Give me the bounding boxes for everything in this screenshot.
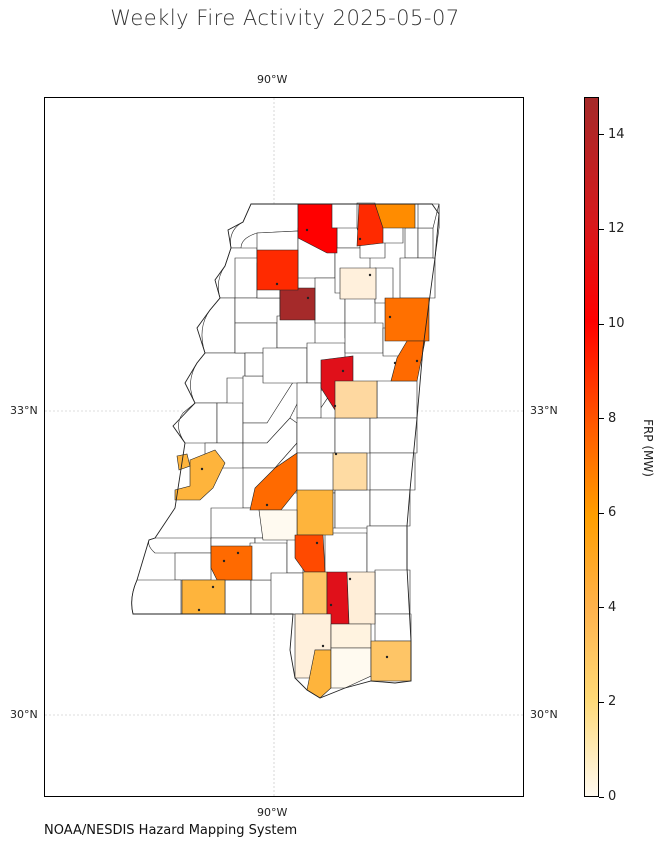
county [234,297,281,324]
county [270,572,304,615]
county [334,417,371,454]
colorbar-tick-label: 4 [608,599,617,615]
county [324,532,368,574]
source-credit: NOAA/NESDIS Hazard Mapping System [44,823,298,838]
fire-county [346,571,376,625]
colorbar-tick-mark [599,701,604,703]
fire-county [339,267,377,300]
colorbar-tick-label: 14 [608,126,625,142]
county [296,417,336,454]
county [131,579,182,615]
fire-county [258,509,298,541]
fire-county [306,649,332,699]
county [369,452,416,491]
fire-county [334,380,378,419]
fire-county [332,452,368,491]
lon-label-bottom: 90°W [257,806,288,819]
colorbar-tick-mark [599,512,604,514]
colorbar-tick-mark [599,134,604,136]
lon-label-top: 90°W [257,73,288,86]
county [336,227,361,249]
county [417,227,436,259]
lat-label-left-30: 30°N [10,708,38,721]
fire-county [370,640,412,682]
county [201,297,236,354]
colorbar-tick-mark [599,796,604,798]
fire-county [174,449,226,501]
county [432,203,440,259]
fire-county [330,623,372,649]
fire-county [296,489,334,536]
fire-county [390,340,426,382]
hotspot-points [197,228,419,659]
county [374,613,412,642]
fire-county [181,579,226,615]
county [366,525,408,574]
fire-county [330,647,372,689]
county [369,489,411,527]
county [404,227,419,259]
colorbar-tick-mark [599,228,604,230]
county [210,507,264,539]
county [234,257,258,299]
colorbar-tick-mark [599,607,604,609]
colorbar-tick-label: 2 [608,694,617,710]
county [374,569,411,615]
map-frame [44,97,524,797]
colorbar-tick-mark [599,418,604,420]
fire-county [210,545,253,581]
county [224,579,252,615]
county [296,452,336,494]
county [399,257,436,299]
lat-label-left-33: 33°N [10,404,38,417]
county [174,552,212,581]
colorbar-title: FRP (MW) [641,419,655,477]
county [262,347,308,384]
county [296,382,322,419]
county [344,322,384,354]
colorbar [584,97,599,797]
fire-county [384,297,430,342]
lat-label-right-33: 33°N [530,404,558,417]
colorbar-tick-label: 0 [608,789,617,804]
colorbar-tick-mark [599,323,604,325]
fire-county [256,249,299,291]
county [369,417,418,454]
county [216,402,244,444]
colorbar-tick-label: 6 [608,505,617,521]
county [178,402,218,444]
colorbar-tick-label: 8 [608,410,617,426]
fire-county [176,453,191,471]
county [148,537,212,554]
county [334,489,371,529]
mississippi-map [45,98,523,796]
fire-county [297,203,338,254]
fire-county [302,571,328,615]
lat-label-right-30: 30°N [530,708,558,721]
map-title: Weekly Fire Activity 2025-05-07 [110,6,460,30]
state-outline [131,203,440,699]
colorbar-tick-label: 10 [608,316,625,332]
fire-county [279,287,316,321]
county [376,380,418,419]
colorbar-tick-label: 12 [608,221,625,237]
